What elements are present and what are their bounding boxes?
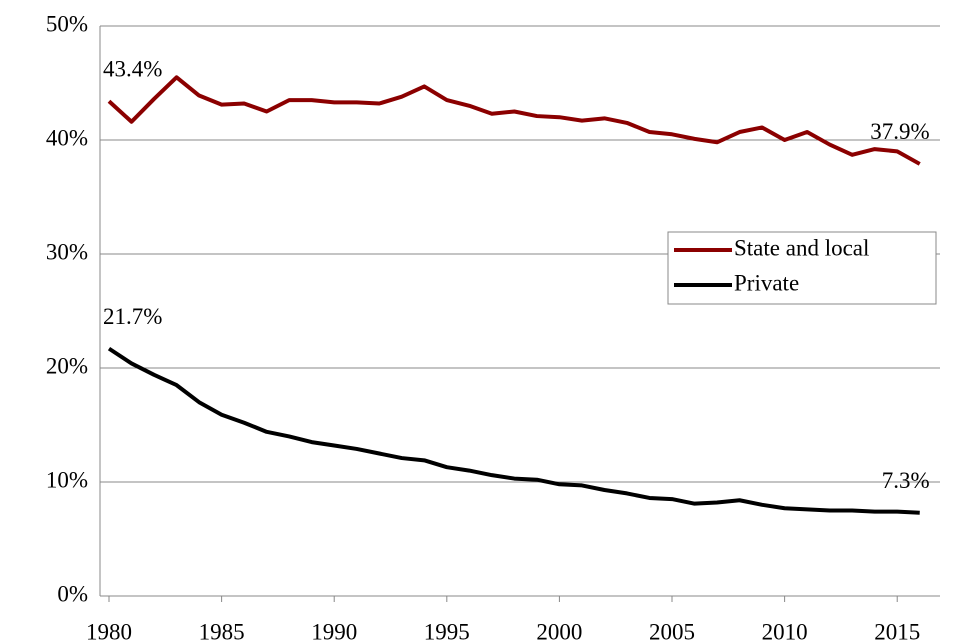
x-tick-label: 2010 [762, 619, 808, 644]
y-tick-label: 40% [46, 125, 88, 150]
y-tick-label: 20% [46, 353, 88, 378]
x-tick-label: 2015 [874, 619, 920, 644]
data-label: 37.9% [870, 119, 929, 144]
x-tick-label: 2000 [536, 619, 582, 644]
y-tick-label: 0% [57, 581, 88, 606]
series-line [107, 75, 921, 166]
x-tick-label: 1990 [311, 619, 357, 644]
legend: State and local Private [667, 231, 937, 305]
x-tick-label: 2005 [649, 619, 695, 644]
legend-box [667, 231, 937, 305]
y-tick-label: 50% [46, 11, 88, 36]
y-tick-label: 30% [46, 239, 88, 264]
x-tick-label: 1995 [424, 619, 470, 644]
legend-label: Private [734, 270, 799, 295]
data-label: 21.7% [103, 304, 162, 329]
legend-label: State and local [734, 235, 869, 260]
series-line [107, 346, 920, 515]
data-label: 43.4% [103, 57, 162, 82]
x-tick-label: 1985 [199, 619, 245, 644]
y-tick-label: 10% [46, 467, 88, 492]
data-label: 7.3% [882, 468, 930, 493]
x-tick-label: 1980 [86, 619, 132, 644]
